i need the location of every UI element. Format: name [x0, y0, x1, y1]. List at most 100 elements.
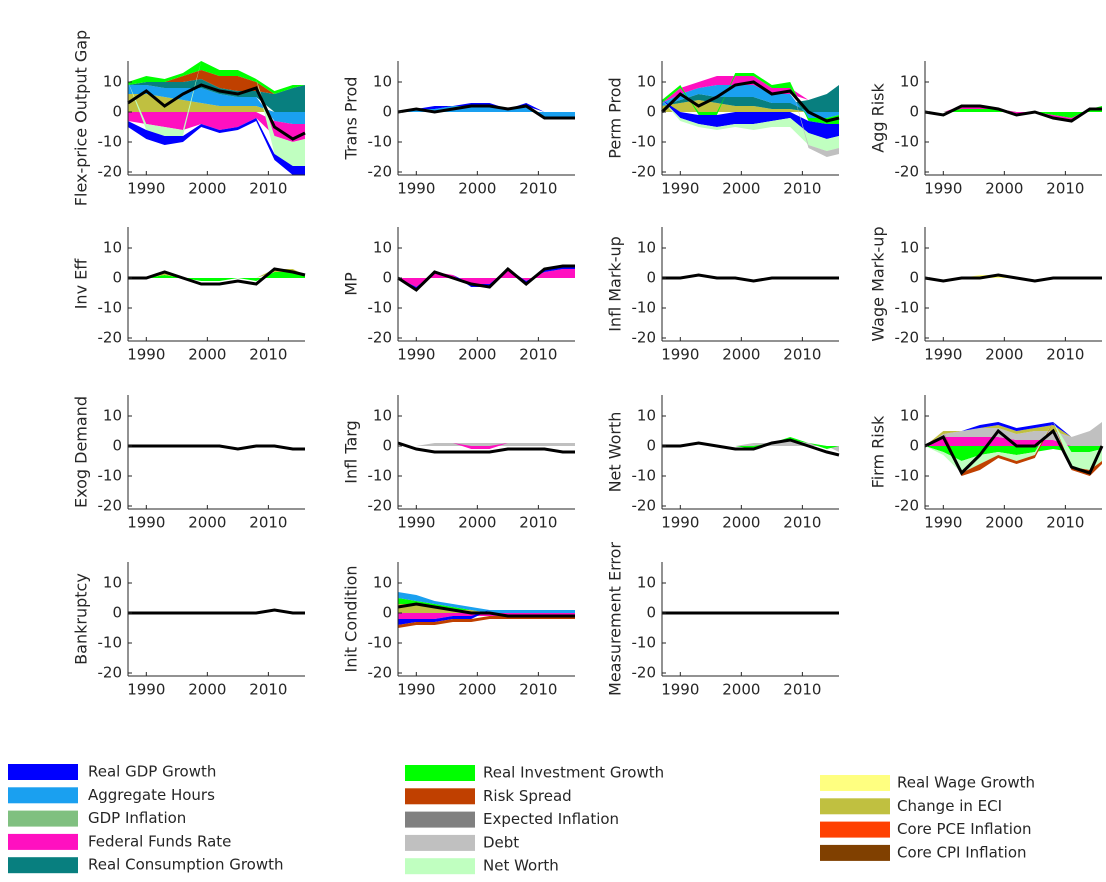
y-tick-label: -20: [632, 329, 657, 347]
y-tick-label: -20: [368, 664, 393, 682]
legend-swatch: [405, 858, 475, 875]
total-line: [128, 444, 305, 451]
y-tick-label: 10: [103, 239, 122, 257]
panel: -20 -10 0 10 1990 2000 2010 MP: [342, 227, 575, 364]
total-line: [924, 273, 1102, 283]
legend-label: Real GDP Growth: [88, 763, 216, 781]
y-tick-label: -10: [368, 299, 393, 317]
y-tick-label: 0: [112, 604, 122, 622]
y-axis-label: Init Condition: [342, 565, 361, 672]
y-tick-label: -20: [632, 497, 657, 515]
x-tick-label: 2010: [519, 346, 557, 364]
panel: -20 -10 0 10 1990 2000 2010 Firm Risk: [869, 395, 1104, 532]
total-line: [924, 104, 1102, 123]
area: [925, 437, 1102, 446]
x-tick-label: 2000: [722, 180, 760, 198]
y-tick-label: -10: [632, 634, 657, 652]
y-tick-label: -10: [98, 133, 123, 151]
y-tick-label: -20: [368, 163, 393, 181]
y-axis-label: Measurement Error: [606, 542, 625, 696]
x-tick-label: 1990: [924, 514, 962, 532]
x-tick-label: 2010: [1046, 514, 1084, 532]
x-tick-label: 2000: [458, 346, 496, 364]
total-line: [924, 428, 1104, 476]
area: [925, 422, 1102, 473]
y-tick-label: 10: [103, 73, 122, 91]
legend-label: Aggregate Hours: [88, 786, 215, 804]
x-tick-label: 2010: [249, 514, 287, 532]
y-tick-label: -10: [368, 467, 393, 485]
y-tick-label: 0: [909, 103, 919, 121]
area: [662, 100, 839, 139]
area: [128, 94, 305, 112]
y-tick-label: 10: [900, 239, 919, 257]
legend-swatch: [8, 857, 78, 874]
x-tick-label: 2000: [985, 514, 1023, 532]
y-tick-label: 0: [646, 437, 656, 455]
panel: -20 -10 0 10 1990 2000 2010 Trans Prod: [342, 61, 575, 198]
area: [925, 446, 1102, 461]
y-tick-label: -20: [632, 163, 657, 181]
legend-swatch: [820, 844, 890, 861]
x-tick-label: 2010: [783, 180, 821, 198]
x-tick-label: 2000: [722, 681, 760, 699]
y-axis-label: Firm Risk: [869, 415, 888, 488]
y-tick-label: 0: [646, 269, 656, 287]
y-axis-label: Exog Demand: [72, 396, 91, 508]
x-tick-label: 2000: [722, 346, 760, 364]
y-tick-label: 10: [373, 73, 392, 91]
legend-swatch: [8, 787, 78, 804]
y-tick-label: 0: [909, 269, 919, 287]
y-tick-label: -10: [895, 467, 920, 485]
panel: -20 -10 0 10 1990 2000 2010 Wage Mark-up: [869, 226, 1102, 364]
x-tick-label: 2010: [1046, 346, 1084, 364]
x-tick-label: 2000: [188, 681, 226, 699]
area: [128, 118, 305, 175]
x-tick-label: 2000: [985, 346, 1023, 364]
y-tick-label: 10: [900, 407, 919, 425]
y-tick-label: -20: [895, 497, 920, 515]
x-tick-label: 1990: [397, 681, 435, 699]
x-tick-label: 2010: [519, 681, 557, 699]
y-tick-label: -10: [632, 133, 657, 151]
x-tick-label: 2010: [1046, 180, 1084, 198]
x-tick-label: 2010: [783, 681, 821, 699]
y-tick-label: 0: [112, 437, 122, 455]
total-line: [128, 267, 306, 286]
panel: -20 -10 0 10 1990 2000 2010 Perm Prod: [606, 61, 840, 198]
legend-label: GDP Inflation: [88, 809, 186, 827]
legend-swatch: [405, 811, 475, 828]
panel: -20 -10 0 10 1990 2000 2010 Measurement Error: [606, 542, 839, 699]
legend-swatch: [8, 764, 78, 780]
total-line: [397, 104, 575, 120]
x-tick-label: 2000: [188, 180, 226, 198]
y-axis-label: Infl Targ: [342, 420, 361, 483]
total-line: [660, 80, 840, 123]
total-line: [397, 441, 575, 454]
legend-label: Real Wage Growth: [897, 774, 1035, 792]
y-tick-label: -20: [632, 664, 657, 682]
total-line: [128, 608, 305, 615]
y-tick-label: -10: [98, 299, 123, 317]
y-tick-label: 10: [373, 574, 392, 592]
y-tick-label: 10: [637, 574, 656, 592]
x-tick-label: 2000: [722, 514, 760, 532]
panel: -20 -10 0 10 1990 2000 2010 Flex-price Output G…: [72, 30, 306, 206]
y-tick-label: -20: [895, 329, 920, 347]
panel: -20 -10 0 10 1990 2000 2010 Init Condition: [342, 562, 575, 699]
x-tick-label: 1990: [397, 180, 435, 198]
panel: -20 -10 0 10 1990 2000 2010 Agg Risk: [869, 61, 1102, 198]
y-axis-label: Agg Risk: [869, 83, 888, 153]
y-tick-label: -10: [895, 299, 920, 317]
area: [128, 70, 305, 94]
y-axis-label: Wage Mark-up: [869, 226, 888, 341]
x-tick-label: 1990: [661, 346, 699, 364]
y-axis-label: Perm Prod: [606, 77, 625, 158]
legend-label: Debt: [483, 833, 519, 851]
area: [662, 76, 839, 103]
y-tick-label: -10: [632, 299, 657, 317]
y-tick-label: 0: [112, 103, 122, 121]
x-tick-label: 2010: [519, 180, 557, 198]
x-tick-label: 1990: [924, 180, 962, 198]
